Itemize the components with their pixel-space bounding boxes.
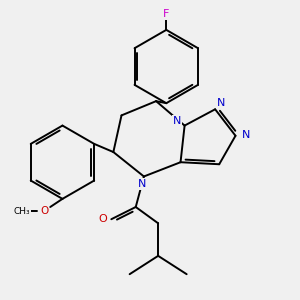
Text: CH₃: CH₃	[14, 207, 30, 216]
Text: O: O	[40, 206, 48, 216]
Text: O: O	[98, 214, 107, 224]
Text: N: N	[242, 130, 250, 140]
Text: N: N	[138, 179, 146, 189]
Text: N: N	[217, 98, 225, 108]
Text: N: N	[173, 116, 182, 126]
Text: F: F	[163, 9, 170, 20]
